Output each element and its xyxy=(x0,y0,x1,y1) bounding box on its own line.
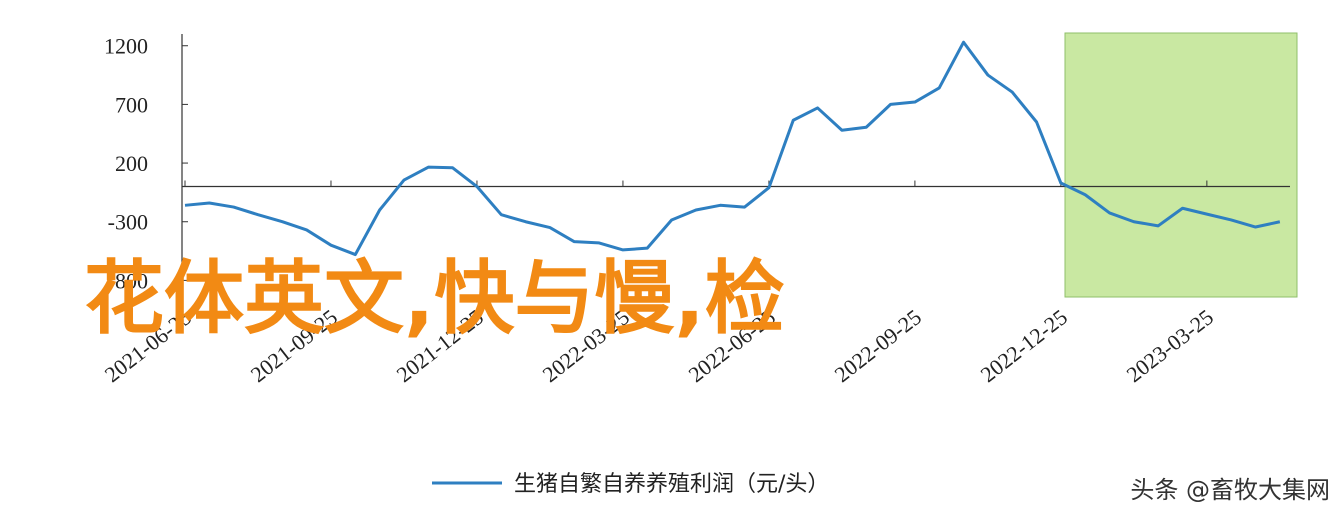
y-tick-label: 1200 xyxy=(104,34,148,59)
data-line xyxy=(184,40,1281,257)
y-tick-label: -300 xyxy=(108,210,148,235)
y-tick-label: 700 xyxy=(115,92,148,117)
x-tick-label: 2023-03-25 xyxy=(1122,304,1218,387)
x-tick-label: 2022-12-25 xyxy=(976,304,1072,387)
y-tick-label: -800 xyxy=(108,268,148,293)
x-tick-label: 2022-09-25 xyxy=(830,304,926,387)
overlay-text: 花体英文,快与慢,检 xyxy=(84,252,785,345)
y-tick-label: 200 xyxy=(115,151,148,176)
watermark: 头条 @畜牧大集网 xyxy=(1130,476,1330,504)
highlight-region xyxy=(1064,32,1298,298)
legend-entry: 生猪自繁自养养殖利润（元/头） xyxy=(514,472,829,497)
